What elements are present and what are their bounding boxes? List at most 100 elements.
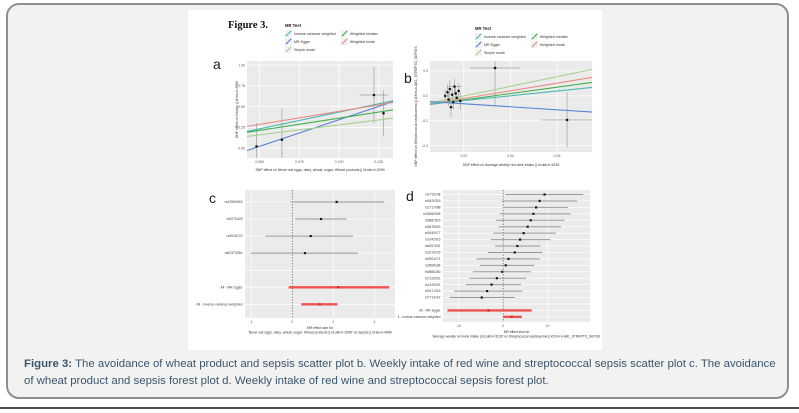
svg-text:rs3904271: rs3904271: [425, 257, 441, 261]
svg-text:All - MR Egger: All - MR Egger: [419, 309, 441, 313]
fit-lines: [430, 68, 592, 113]
svg-text:rs1420901: rs1420901: [425, 283, 441, 287]
snp-row: rs62374064: [225, 251, 359, 255]
panel-label-c: c: [209, 190, 216, 206]
snp-row: rs4916723: [226, 234, 354, 238]
svg-text:rs9275425: rs9275425: [226, 217, 242, 221]
line-key-icon: [475, 33, 482, 40]
forest-plot-wheat-sepsis: -1 0 1 2 rs12566063 rs9275425 rs4916723 rs62374…: [196, 188, 406, 345]
line-key-icon: [475, 49, 482, 56]
forest-plot-redwine-strepsepsis: -10 0 10 rs1791148 rs9420318 rs1717988 rs34560…: [396, 188, 602, 345]
legend-item-label: Inverse variance weighted: [294, 31, 336, 36]
legend-item-label: Inverse variance weighted: [484, 34, 526, 39]
legend-item: Inverse variance weighted: [475, 33, 526, 41]
legend-item-label: Weighted mode: [349, 39, 375, 44]
svg-text:-1: -1: [250, 320, 253, 324]
svg-text:rs3508184: rs3508184: [425, 263, 441, 267]
caption-text: The avoidance of wheat product and sepsi…: [24, 358, 776, 388]
snp-row: rs3508184: [425, 263, 535, 267]
svg-text:0: 0: [502, 324, 504, 328]
line-key-icon: [530, 33, 538, 40]
legend-item-label: MR Egger: [294, 39, 311, 44]
svg-text:0.25: 0.25: [238, 126, 245, 130]
panel-label-a: a: [213, 56, 221, 72]
snp-row: rs9275425: [226, 217, 347, 221]
svg-text:All - Inverse variance weighte: All - Inverse variance weighted: [196, 302, 242, 306]
svg-text:-0.4: -0.4: [422, 144, 428, 148]
legend-title: MR Test: [475, 26, 491, 31]
summary-row: All - Inverse variance weighted: [196, 302, 338, 306]
snp-row: rs1420901: [425, 283, 521, 287]
snp-row: rs6887815: [425, 218, 565, 222]
svg-text:2: 2: [374, 320, 376, 324]
svg-text:0.050: 0.050: [255, 160, 264, 164]
scatter-plot-wheat-sepsis: 0.050 0.075 0.100 0.125 1.00 0.75 0.50 0.25 0.00…: [200, 55, 400, 187]
snp-row: rs7714167: [425, 296, 515, 300]
svg-text:rs7129301: rs7129301: [425, 276, 441, 280]
legend-items: Inverse variance weighted MR Egger Simple …: [285, 30, 378, 54]
svg-text:rs4916723: rs4916723: [226, 234, 242, 238]
svg-text:rs5440077: rs5440077: [425, 231, 441, 235]
legend-item: MR Egger: [285, 38, 336, 46]
svg-text:0.75: 0.75: [238, 84, 245, 88]
summary-row: All - Inverse variance weighted: [396, 315, 522, 319]
legend-item-label: MR Egger: [484, 42, 501, 47]
data-points: [255, 93, 385, 148]
caption-label: Figure 3:: [24, 358, 73, 370]
svg-text:rs62374064: rs62374064: [225, 251, 243, 255]
svg-text:rs9880280: rs9880280: [425, 270, 441, 274]
svg-text:0.50: 0.50: [238, 105, 245, 109]
svg-text:-0.2: -0.2: [422, 119, 428, 123]
snp-row: rs3904271: [425, 257, 540, 261]
svg-text:0.100: 0.100: [335, 160, 344, 164]
legend-item: Simple mode: [475, 49, 526, 57]
snp-row: rs9880280: [425, 270, 531, 274]
forest-rows: rs12566063 rs9275425 rs4916723 rs62374064 Al…: [196, 200, 390, 306]
scatter-svg: 0.050 0.075 0.100 0.125 1.00 0.75 0.50 0.25 0.00…: [235, 61, 393, 172]
line-key-icon: [285, 46, 292, 53]
page-bottom-rule: [0, 407, 799, 409]
legend-item: Weighted mode: [340, 38, 378, 46]
x-axis-label-line2: 'Average weekly red wine intake || id:uk…: [432, 335, 600, 339]
snp-row: rs34560905: [423, 212, 571, 216]
legend-item: Inverse variance weighted: [285, 30, 336, 38]
x-axis-label-line2: 'Never eat eggs, dairy, wheat, sugar: Wh…: [248, 331, 392, 335]
snp-row: rs12566063: [225, 200, 385, 204]
svg-text:0.00: 0.00: [238, 146, 245, 150]
fit-lines: [247, 100, 393, 152]
x-axis-label: SNP effect on Average weekly red wine in…: [463, 163, 560, 167]
snp-row: rs7129301: [425, 276, 527, 280]
svg-text:rs9171416: rs9171416: [425, 289, 441, 293]
svg-text:rs34560905: rs34560905: [423, 212, 441, 216]
snp-row: rs1717988: [425, 205, 569, 209]
panel-label-d: d: [406, 188, 414, 204]
line-key-icon: [285, 30, 292, 37]
svg-text:rs1014229: rs1014229: [425, 251, 441, 255]
x-axis-label-line1: MR effect size for: [307, 326, 334, 330]
snp-row: rs1042916: [425, 238, 551, 242]
line-key-icon: [340, 30, 348, 37]
scatter-svg: 0.02 0.04 0.06 0.2 0.0 -0.2 -0.4 SNP effect on …: [414, 46, 592, 167]
line-key-icon: [530, 41, 538, 48]
svg-text:rs1791148: rs1791148: [425, 193, 441, 197]
legend-item: Weighted median: [530, 33, 568, 41]
legend-item: Simple mode: [285, 46, 336, 54]
forest-svg: -1 0 1 2 rs12566063 rs9275425 rs4916723 rs62374…: [196, 190, 395, 335]
legend-item-label: Weighted mode: [539, 42, 565, 47]
forest-rows: rs1791148 rs9420318 rs1717988 rs34560905 rs6…: [396, 193, 584, 319]
svg-text:0.0: 0.0: [423, 94, 428, 98]
line-key-icon: [340, 38, 348, 45]
legend-item-label: Simple mode: [294, 47, 315, 52]
snp-row: rs6057631: [425, 244, 541, 248]
svg-text:0.125: 0.125: [374, 160, 383, 164]
figure-caption: Figure 3: The avoidance of wheat product…: [24, 356, 776, 390]
data-points: [443, 66, 569, 122]
svg-text:1.00: 1.00: [238, 63, 245, 67]
svg-text:0.06: 0.06: [554, 154, 561, 158]
data-layer: [430, 61, 592, 148]
mr-test-legend: MR Test Inverse variance weighted MR Egge…: [285, 23, 378, 54]
svg-text:0.075: 0.075: [295, 160, 304, 164]
svg-text:1: 1: [332, 320, 334, 324]
snp-row: rs9171416: [425, 289, 523, 293]
